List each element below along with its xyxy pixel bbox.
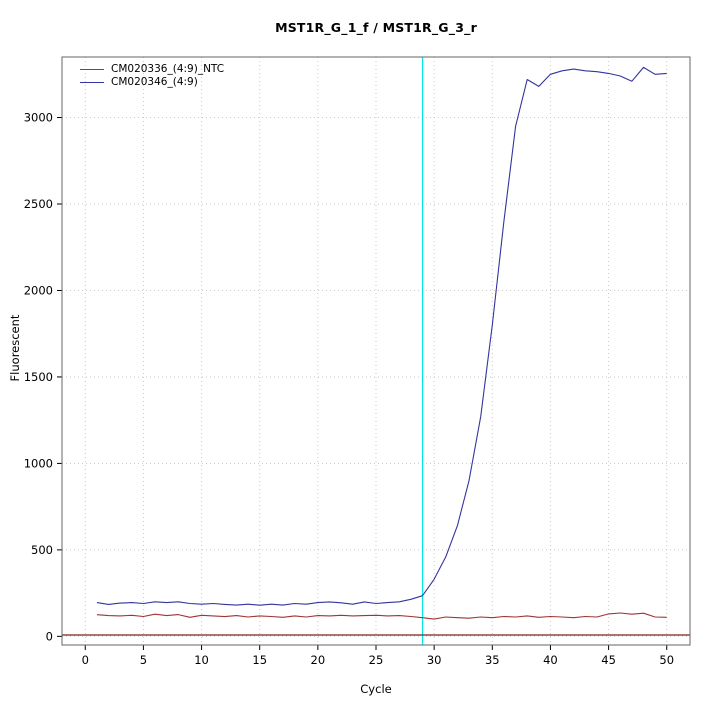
svg-text:25: 25 <box>369 653 384 667</box>
svg-text:40: 40 <box>543 653 558 667</box>
svg-text:20: 20 <box>311 653 326 667</box>
svg-text:10: 10 <box>194 653 209 667</box>
chart-legend: CM020336_(4:9)_NTC CM020346_(4:9) <box>80 63 224 89</box>
svg-text:50: 50 <box>659 653 674 667</box>
svg-text:5: 5 <box>140 653 147 667</box>
plot-border <box>61 56 691 646</box>
ntc-line-swatch <box>80 69 104 70</box>
series-line-ntc <box>96 612 667 620</box>
svg-text:45: 45 <box>601 653 616 667</box>
y-axis: 0 500 1000 1500 2000 2500 3000 <box>24 111 62 643</box>
svg-text:0: 0 <box>46 629 53 643</box>
legend-label-sample: CM020346_(4:9) <box>111 76 198 88</box>
legend-item-sample: CM020346_(4:9) <box>80 76 224 89</box>
svg-text:0: 0 <box>82 653 89 667</box>
x-axis: 0 5 10 15 20 25 30 35 40 45 50 <box>82 645 674 667</box>
series-line-sample <box>96 66 667 606</box>
svg-text:1000: 1000 <box>24 456 53 470</box>
x-axis-label: Cycle <box>360 682 392 696</box>
svg-text:500: 500 <box>31 543 53 557</box>
svg-text:35: 35 <box>485 653 500 667</box>
svg-text:1500: 1500 <box>24 370 53 384</box>
y-axis-label: Fluorescent <box>8 314 22 382</box>
sample-line-swatch <box>80 82 104 83</box>
svg-text:30: 30 <box>427 653 442 667</box>
legend-label-ntc: CM020336_(4:9)_NTC <box>111 63 225 75</box>
svg-text:2000: 2000 <box>24 283 53 297</box>
chart-title: MST1R_G_1_f / MST1R_G_3_r <box>275 20 477 35</box>
svg-text:3000: 3000 <box>24 111 53 125</box>
legend-item-ntc: CM020336_(4:9)_NTC <box>80 63 224 76</box>
svg-text:2500: 2500 <box>24 197 53 211</box>
grid-lines <box>62 57 690 645</box>
svg-text:15: 15 <box>252 653 267 667</box>
